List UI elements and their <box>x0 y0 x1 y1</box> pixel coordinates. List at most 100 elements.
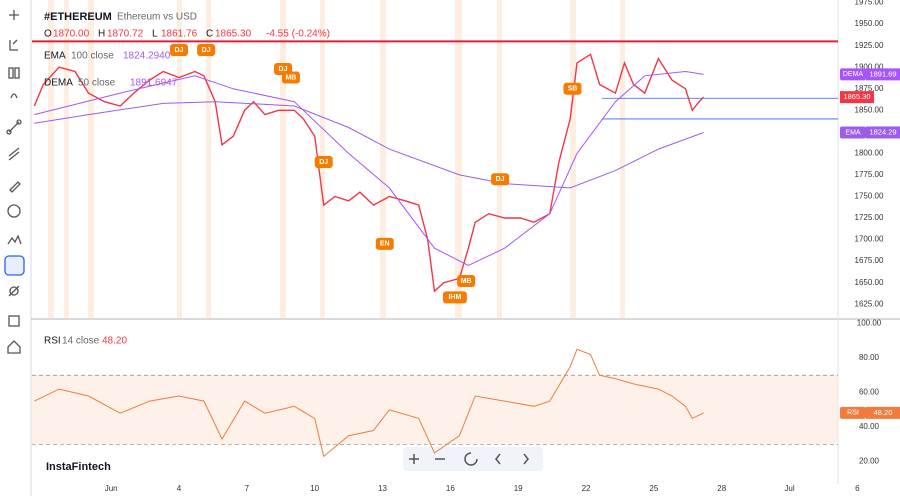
price-badge-value: 1824.29 <box>869 127 896 136</box>
y-tick-label: 1775.00 <box>855 170 884 179</box>
y-tick-label: 1675.00 <box>855 256 884 265</box>
x-tick-label: 7 <box>245 484 250 493</box>
ohlc-key: O <box>44 29 52 40</box>
event-label: MB <box>461 278 472 285</box>
price-badge <box>866 68 900 81</box>
rsi-params: 14 close <box>62 336 100 347</box>
price-badge-label: DEMA <box>843 71 864 78</box>
zoom-in[interactable] <box>409 454 419 464</box>
trend-tool[interactable] <box>9 39 18 51</box>
chart-title: #ETHEREUM <box>44 11 112 23</box>
y-tick-label: 80.00 <box>859 353 880 362</box>
ohlc-value: 1865.30 <box>215 29 252 40</box>
y-tick-label: 1625.00 <box>855 299 884 308</box>
emoji-tool[interactable] <box>7 204 21 218</box>
ohlc-value: 1870.72 <box>107 29 144 40</box>
rsi-band <box>32 375 838 445</box>
scroll-left[interactable] <box>495 453 501 465</box>
event-marker <box>457 274 476 287</box>
event-label: MB <box>285 74 296 81</box>
legend-name: DEMA <box>44 78 73 89</box>
price-badge-label: EMA <box>845 129 861 136</box>
price-badge-value: 48.20 <box>874 408 893 417</box>
price-badge-label: RSI <box>847 410 859 417</box>
y-tick-label: 100.00 <box>857 319 882 328</box>
event-marker <box>375 237 394 250</box>
x-tick-label: 22 <box>582 484 591 493</box>
x-tick-label: 16 <box>446 484 455 493</box>
hide-tool[interactable] <box>8 285 20 297</box>
x-tick-label: 28 <box>717 484 726 493</box>
x-tick-label: 19 <box>514 484 523 493</box>
nav-buttons <box>403 447 543 471</box>
price-badge <box>866 406 900 419</box>
ohlc-key: H <box>98 29 105 40</box>
legend-name: EMA <box>44 51 66 62</box>
y-tick-label: 1925.00 <box>855 41 884 50</box>
event-label: IHM <box>448 294 461 301</box>
y-tick-label: 1975.00 <box>855 0 884 7</box>
x-tick-label: 25 <box>649 484 658 493</box>
measure-tool[interactable] <box>7 234 22 245</box>
x-tick-label: 10 <box>310 484 319 493</box>
line-series <box>34 70 704 266</box>
x-tick-label: 4 <box>177 484 182 493</box>
brush-tool[interactable] <box>9 181 21 193</box>
event-label: DJ <box>202 47 211 54</box>
y-tick-label: 40.00 <box>859 422 880 431</box>
x-tick-label: 13 <box>378 484 387 493</box>
ohlc-key: C <box>206 29 213 40</box>
legend-params: 100 close <box>71 51 114 62</box>
y-tick-label: 1750.00 <box>855 192 884 201</box>
home-tool[interactable] <box>7 340 21 354</box>
line-series <box>34 101 704 189</box>
price-badge-value: 1891.69 <box>869 69 896 78</box>
event-label: DJ <box>496 176 505 183</box>
y-tick-label: 1725.00 <box>855 213 884 222</box>
event-label: DJ <box>279 66 288 73</box>
x-tick-label: 6 <box>855 484 860 493</box>
ohlc-key: L <box>152 29 158 40</box>
y-tick-label: 1650.00 <box>855 278 884 287</box>
event-label: DJ <box>319 159 328 166</box>
ohlc-value: 1861.76 <box>161 29 198 40</box>
formula-tool[interactable] <box>10 93 18 99</box>
legend-value: 1891.6947 <box>130 78 178 89</box>
price-badge-name <box>840 126 866 139</box>
y-tick-label: 1950.00 <box>855 19 884 28</box>
event-marker <box>314 156 333 169</box>
event-label: SB <box>568 86 578 93</box>
event-marker <box>491 173 510 186</box>
price-badge <box>840 91 874 104</box>
event-marker <box>281 71 300 84</box>
ohlc-value: 1870.00 <box>53 29 90 40</box>
event-marker <box>169 43 188 56</box>
y-tick-label: 60.00 <box>859 388 880 397</box>
event-marker <box>563 82 582 95</box>
reset[interactable] <box>464 452 478 466</box>
price-badge-value: 1865.30 <box>843 92 870 101</box>
x-tick-label: Jun <box>105 484 118 493</box>
y-tick-label: 1900.00 <box>855 62 884 71</box>
y-tick-label: 1800.00 <box>855 149 884 158</box>
fib-tool[interactable] <box>8 67 14 79</box>
magnet-tool[interactable] <box>4 255 25 276</box>
rsi-value: 48.20 <box>102 336 127 347</box>
toolbar <box>4 0 32 496</box>
scroll-right[interactable] <box>523 453 529 465</box>
y-tick-label: 1850.00 <box>855 105 884 114</box>
event-label: DJ <box>175 47 184 54</box>
y-tick-label: 20.00 <box>859 457 880 466</box>
event-label: EN <box>380 241 390 248</box>
line-series <box>33 53 705 293</box>
event-marker <box>442 291 467 304</box>
event-marker <box>197 43 216 56</box>
gann-tool[interactable] <box>8 147 20 161</box>
watermark: InstaFintech <box>46 461 111 473</box>
crosshair-tool[interactable] <box>9 10 19 20</box>
lock-tool[interactable] <box>8 315 20 327</box>
line-series <box>34 348 704 458</box>
ohlc-change: -4.55 (-0.24%) <box>266 29 330 40</box>
chart-subtitle: Ethereum vs USD <box>117 12 197 23</box>
rsi-title: RSI <box>44 336 61 347</box>
